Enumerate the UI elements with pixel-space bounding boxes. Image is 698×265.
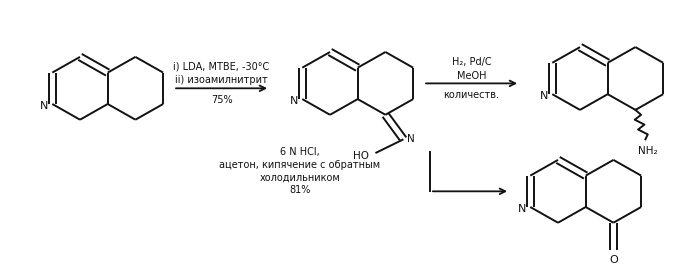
Text: количеств.: количеств. [443,90,500,100]
Text: ацетон, кипячение с обратным: ацетон, кипячение с обратным [219,160,380,170]
Text: i) LDA, MTBE, -30°C: i) LDA, MTBE, -30°C [173,62,269,72]
Text: ii) изоамилнитрит: ii) изоамилнитрит [175,76,268,85]
Text: 75%: 75% [211,95,232,105]
Text: H₂, Pd/C: H₂, Pd/C [452,57,491,67]
Text: N: N [540,91,549,101]
Text: O: O [609,255,618,265]
Text: NH₂: NH₂ [637,146,658,156]
Text: N: N [406,134,415,144]
Text: N: N [518,204,526,214]
Text: N: N [290,96,299,106]
Text: 81%: 81% [289,185,311,195]
Text: HO: HO [353,151,369,161]
Text: MeOH: MeOH [456,70,487,81]
Text: 6 N HCl,: 6 N HCl, [280,147,320,157]
Text: N: N [40,101,48,111]
Text: холодильником: холодильником [260,173,341,183]
